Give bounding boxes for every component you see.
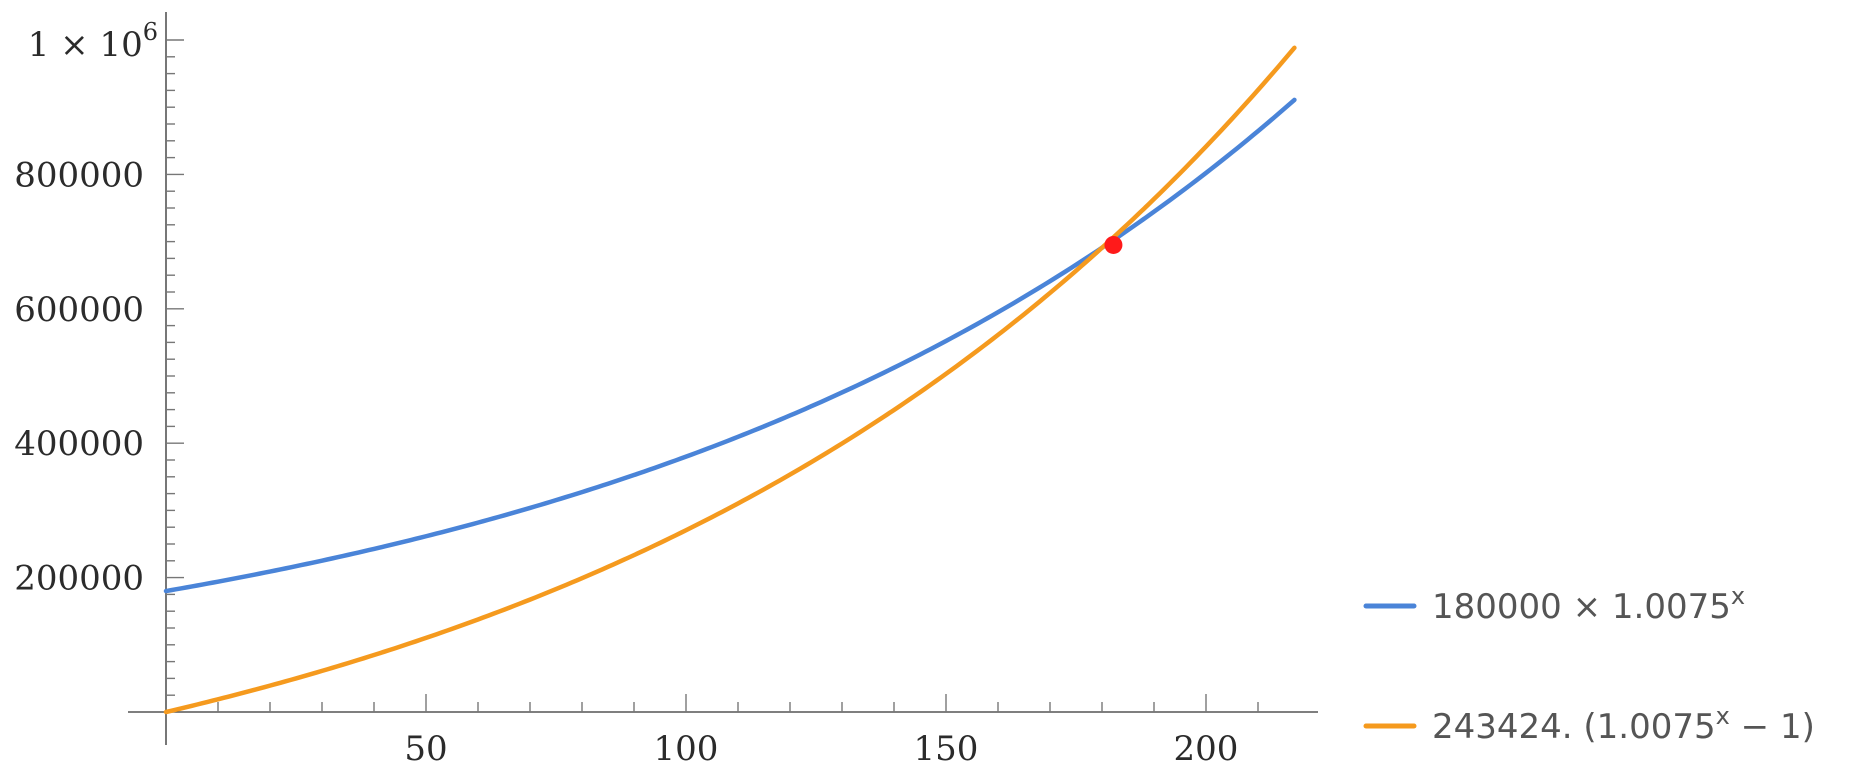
y-tick-labels: 200000 400000 600000 800000 (14, 155, 144, 598)
y-tick-label: 800000 (14, 155, 144, 195)
y-tick-label: 600000 (14, 290, 144, 330)
x-tick-label: 150 (914, 729, 979, 769)
x-axis: 50 100 150 200 (128, 694, 1318, 769)
legend-label-1: 180000 × 1.0075x (1432, 582, 1745, 627)
legend: 180000 × 1.0075x 243424. (1.0075x − 1) (1363, 582, 1815, 747)
series-lines (163, 45, 1297, 715)
y-axis: 200000 400000 600000 800000 1 × 106 (14, 12, 184, 745)
annotations (1104, 235, 1123, 254)
x-tick-labels: 50 100 150 200 (404, 729, 1238, 769)
x-tick-label: 100 (654, 729, 719, 769)
y-tick-label: 400000 (14, 424, 144, 464)
legend-label-2: 243424. (1.0075x − 1) (1432, 702, 1815, 747)
y-top-label-base: 1 × 10 (28, 25, 143, 65)
series-line-2 (163, 45, 1297, 715)
x-ticks (217, 694, 1259, 712)
y-ticks (166, 39, 184, 696)
y-top-label-exponent: 6 (143, 18, 158, 46)
x-tick-label: 200 (1174, 729, 1239, 769)
x-tick-label: 50 (404, 729, 447, 769)
series-line-1 (163, 97, 1297, 594)
y-tick-label: 200000 (14, 559, 144, 599)
intersection-point (1104, 235, 1123, 254)
y-axis-top-tick-label: 1 × 106 (28, 18, 158, 65)
